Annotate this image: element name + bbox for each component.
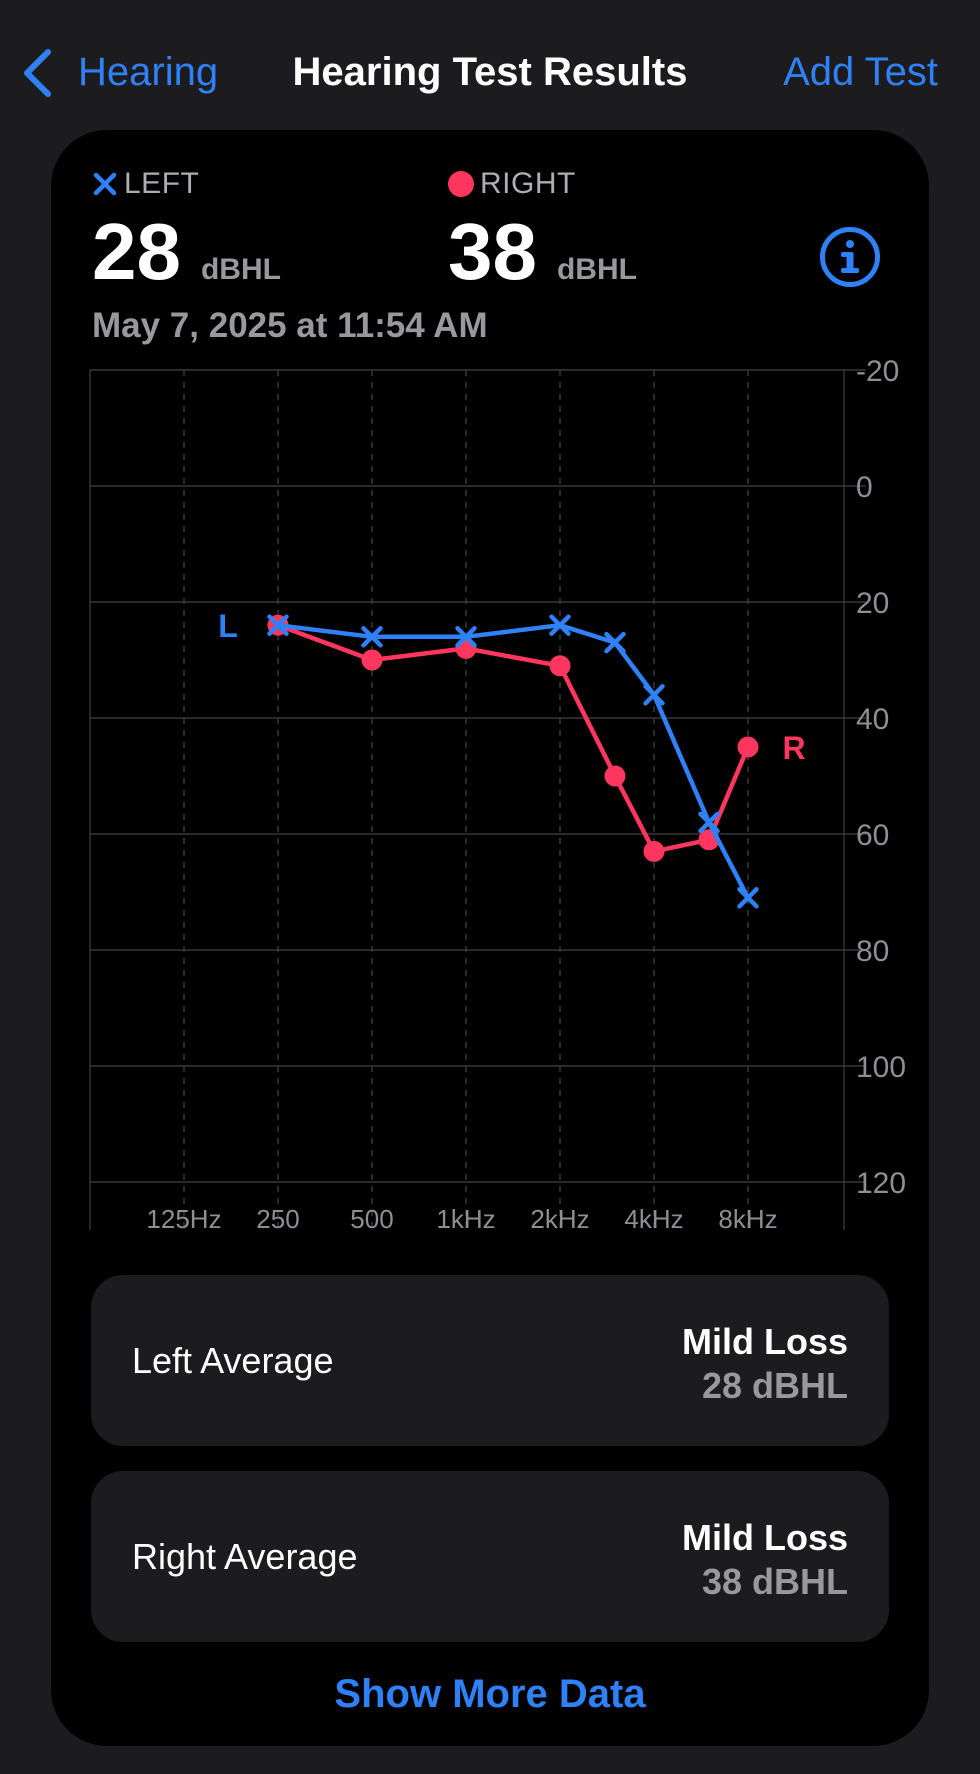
show-more-data-link[interactable]: Show More Data — [334, 1672, 646, 1716]
data-point-left — [455, 626, 477, 648]
x-tick-label: 4kHz — [624, 1204, 683, 1234]
data-point-left — [604, 631, 626, 654]
y-tick-label: 100 — [856, 1051, 906, 1084]
right-ear-legend: RIGHT — [448, 166, 576, 202]
chart-series — [267, 614, 759, 909]
right-average-detail: Mild Loss 38 dBHL — [682, 1517, 848, 1605]
back-button[interactable]: Hearing — [78, 50, 219, 94]
left-average-unit: dBHL — [200, 253, 281, 286]
series-label-r: R — [782, 730, 805, 766]
add-test-button[interactable]: Add Test — [783, 50, 938, 94]
x-tick-label: 125Hz — [146, 1204, 221, 1234]
data-point-left — [549, 614, 571, 636]
data-point-left — [643, 684, 665, 706]
data-point-right — [604, 765, 626, 787]
data-point-left — [737, 887, 759, 909]
data-point-right — [737, 736, 759, 758]
x-mark-icon — [93, 172, 117, 196]
test-date: May 7, 2025 at 11:54 AM — [92, 306, 488, 345]
right-average-status: Mild Loss — [681, 1517, 848, 1558]
left-average-label: Left Average — [132, 1339, 334, 1381]
y-tick-label: 20 — [856, 587, 889, 620]
right-average-dbhl: 38 dBHL — [701, 1561, 848, 1602]
left-average-dbhl: 28 dBHL — [701, 1365, 848, 1406]
chart-grid — [89, 369, 866, 1230]
y-tick-label: 120 — [856, 1167, 906, 1200]
left-average-value: 28 — [92, 207, 181, 296]
right-average-label: Right Average — [132, 1535, 358, 1577]
data-point-right — [549, 655, 571, 677]
right-average-row[interactable]: Right Average Mild Loss 38 dBHL — [91, 1471, 889, 1642]
x-tick-label: 500 — [350, 1204, 393, 1234]
y-tick-label: 60 — [856, 819, 889, 852]
data-point-left — [361, 626, 383, 648]
data-point-left — [698, 811, 720, 834]
left-average-detail: Mild Loss 28 dBHL — [682, 1321, 848, 1409]
x-tick-label: 2kHz — [530, 1204, 589, 1234]
chart-labels: -20 0 20 40 60 80 100 120 125Hz 250 500 1kHz 2kHz 4kH… — [146, 355, 906, 1234]
info-icon — [841, 240, 859, 273]
data-point-left — [267, 614, 289, 636]
left-average-status: Mild Loss — [681, 1321, 848, 1362]
y-tick-label: 80 — [856, 935, 889, 968]
data-point-right — [643, 840, 665, 862]
y-tick-label: -20 — [856, 355, 899, 388]
y-tick-label: 0 — [856, 471, 873, 504]
series-label-l: L — [218, 608, 238, 644]
info-button[interactable] — [820, 227, 880, 287]
right-average-unit: dBHL — [556, 253, 637, 286]
right-legend-label: RIGHT — [480, 167, 576, 200]
y-tick-label: 40 — [856, 703, 889, 736]
series-line-r — [275, 622, 751, 854]
left-legend-label: LEFT — [124, 167, 200, 200]
left-average-row[interactable]: Left Average Mild Loss 28 dBHL — [91, 1275, 889, 1446]
series-line-l — [275, 622, 751, 901]
x-tick-label: 1kHz — [436, 1204, 495, 1234]
chevron-left-icon[interactable] — [20, 48, 54, 98]
right-average-value: 38 — [448, 207, 537, 296]
page-title: Hearing Test Results — [292, 50, 688, 94]
x-tick-label: 8kHz — [718, 1204, 777, 1234]
data-point-right — [361, 649, 383, 671]
audiogram-chart: -20 0 20 40 60 80 100 120 125Hz 250 500 1kHz 2kHz 4kH… — [89, 355, 906, 1234]
left-average-summary: 28 dBHL — [92, 212, 281, 292]
left-ear-legend: LEFT — [92, 166, 199, 202]
x-tick-label: 250 — [256, 1204, 299, 1234]
right-average-summary: 38 dBHL — [448, 212, 637, 292]
dot-icon — [448, 171, 474, 197]
navigation-bar: Hearing Hearing Test Results Add Test — [0, 0, 980, 140]
